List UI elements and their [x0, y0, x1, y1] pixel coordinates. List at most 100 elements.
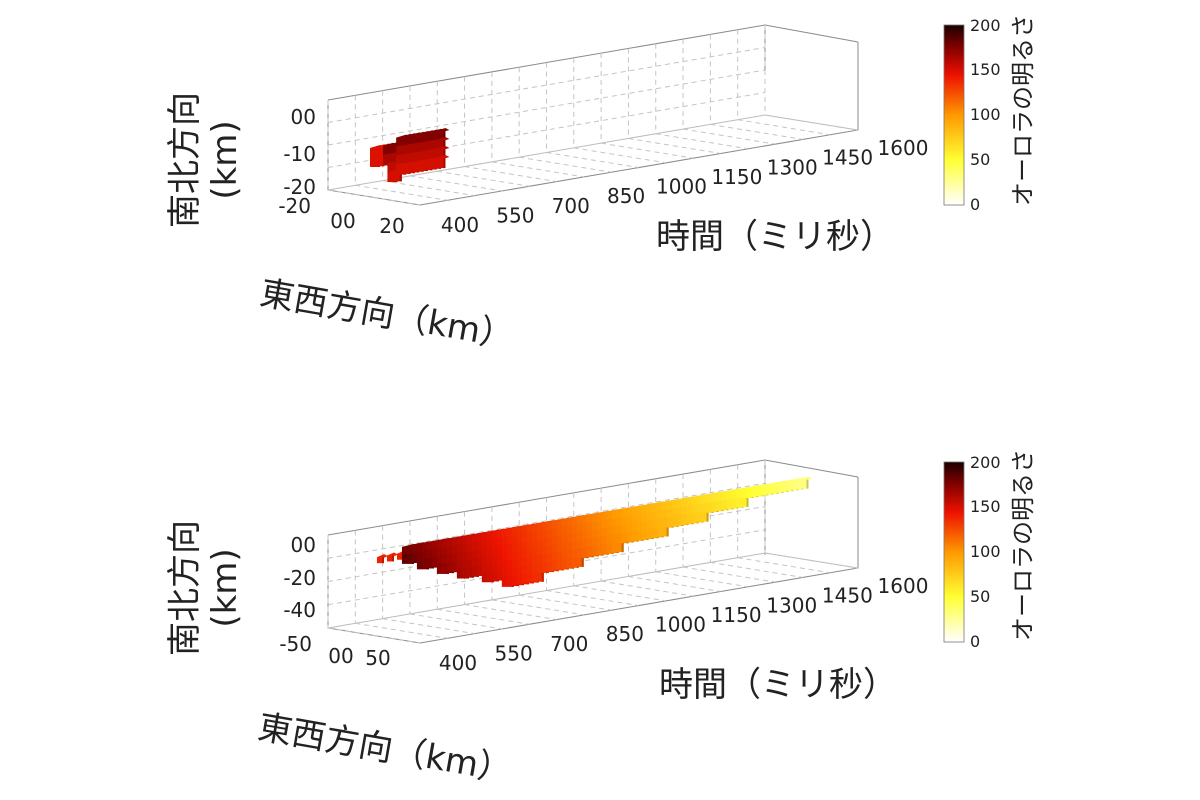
bottom-z-tick-1: -20: [283, 566, 316, 590]
grid-line-floor: [355, 184, 448, 201]
grid-line-floor: [655, 571, 748, 588]
voxel-side: [399, 171, 402, 182]
voxel: [396, 553, 404, 560]
grid-line-floor: [409, 613, 503, 630]
bottom-z-axis-title-line2: (km): [205, 548, 245, 627]
grid-line-horizontal: [327, 69, 766, 146]
grid-line-floor: [655, 133, 748, 150]
voxel-side: [381, 557, 384, 564]
top-x-ticks: 400 550 700 850 1000 1150 1300 1450 1600: [441, 136, 929, 237]
bottom-z-tick-0: 00: [291, 533, 316, 557]
bottom-y-tick-2: 50: [365, 646, 390, 670]
top-z-tick-2: -20: [283, 175, 316, 199]
bottom-x-ticks: 400 550 700 850 1000 1150 1300 1450 1600: [439, 574, 929, 675]
bottom-colorbar: 200 150 100 50 0 オーロラの明るさ: [943, 449, 1037, 651]
bottom-z-axis-title-line1: 南北方向: [165, 520, 205, 656]
top-cb-tick-3: 50: [970, 150, 990, 169]
grid-line-floor: [601, 142, 694, 159]
voxel: [611, 543, 624, 553]
bottom-x-axis-title: 時間（ミリ秒）: [659, 665, 897, 705]
top-y-tick-0: -20: [278, 194, 311, 218]
grid-line-floor: [710, 561, 803, 578]
grid-line-floor: [737, 119, 830, 136]
grid-line-floor: [546, 152, 639, 168]
grid-line-floor: [382, 180, 475, 197]
chart-top-data-blob: [370, 128, 450, 183]
x-tick-label: 700: [552, 194, 590, 218]
voxel: [531, 572, 544, 582]
grid-line-floor: [628, 575, 721, 592]
bottom-cb-tick-2: 100: [970, 542, 1001, 561]
voxel: [376, 557, 384, 564]
chart-top-gridlines: [327, 25, 858, 206]
chart-bottom: 00 -20 -40 -50 00 50 400 550 700 850 1000 115…: [165, 449, 1037, 791]
voxel: [571, 557, 584, 567]
x-tick-label: 400: [439, 651, 477, 675]
bottom-colorbar-title: オーロラの明るさ: [1009, 449, 1037, 641]
x-tick-label: 1600: [878, 574, 929, 598]
voxel: [435, 131, 446, 142]
grid-line-floor: [491, 161, 584, 178]
grid-line-floor: [573, 147, 666, 164]
grid-line-floor: [682, 128, 776, 145]
top-x-axis-title: 時間（ミリ秒）: [656, 217, 894, 257]
voxel-side: [443, 140, 446, 151]
top-z-axis-title-line1: 南北方向: [165, 92, 205, 228]
bottom-colorbar-gradient: [943, 461, 965, 643]
x-tick-label: 1450: [822, 584, 873, 608]
x-tick-label: 1150: [711, 603, 762, 627]
top-colorbar-gradient: [943, 24, 965, 206]
voxel-side: [706, 512, 709, 522]
grid-line-horizontal: [327, 47, 766, 123]
bottom-cb-tick-3: 50: [970, 587, 990, 606]
voxel-side: [621, 543, 624, 553]
x-tick-label: 1600: [878, 136, 929, 160]
grid-line-floor: [437, 170, 530, 187]
grid-line-floor: [409, 175, 503, 192]
grid-line-horizontal: [327, 529, 766, 606]
grid-line-floor: [519, 594, 612, 611]
grid-line-floor: [682, 566, 776, 583]
grid-line-floor: [464, 604, 557, 621]
top-y-tick-1: 00: [330, 209, 355, 233]
grid-line-floor: [764, 552, 858, 569]
voxel: [435, 158, 446, 169]
voxel: [796, 479, 809, 489]
grid-line-floor: [737, 557, 830, 574]
grid-line-floor: [573, 585, 666, 602]
x-tick-label: 700: [550, 632, 588, 656]
top-colorbar-title: オーロラの明るさ: [1009, 14, 1037, 206]
top-z-tick-1: -10: [283, 142, 316, 166]
voxel: [391, 171, 402, 182]
chart-bottom-data-blob: [376, 476, 813, 587]
x-tick-label: 1000: [656, 175, 707, 199]
grid-line-floor: [628, 137, 721, 154]
x-tick-label: 850: [607, 184, 645, 208]
grid-line-floor: [519, 156, 612, 173]
grid-line-floor: [437, 608, 530, 625]
grid-line-floor: [764, 114, 858, 131]
grid-line-floor: [464, 166, 557, 183]
grid-line-horizontal: [327, 482, 766, 559]
bottom-y-tick-1: 00: [328, 644, 353, 668]
voxel-side: [391, 555, 394, 562]
grid-line-floor: [327, 189, 421, 206]
bottom-y-axis-title: 東西方向（km）: [255, 707, 515, 791]
x-tick-label: 550: [495, 641, 533, 665]
bottom-z-tick-2: -40: [283, 598, 316, 622]
bottom-cb-tick-4: 0: [970, 632, 980, 651]
top-y-axis-title: 東西方向（km）: [257, 273, 517, 357]
top-cb-tick-2: 100: [970, 105, 1001, 124]
top-colorbar: 200 150 100 50 0 オーロラの明るさ: [943, 14, 1037, 214]
grid-line-floor: [327, 627, 421, 644]
grid-line-floor: [355, 622, 448, 639]
voxel: [696, 512, 709, 522]
grid-line-floor: [546, 590, 639, 606]
voxel-side: [581, 557, 584, 567]
voxel-side: [746, 497, 749, 507]
grid-line-floor: [601, 580, 694, 597]
top-z-tick-0: 00: [291, 105, 316, 129]
top-y-tick-2: 20: [379, 214, 404, 238]
bottom-cb-tick-1: 150: [970, 497, 1001, 516]
